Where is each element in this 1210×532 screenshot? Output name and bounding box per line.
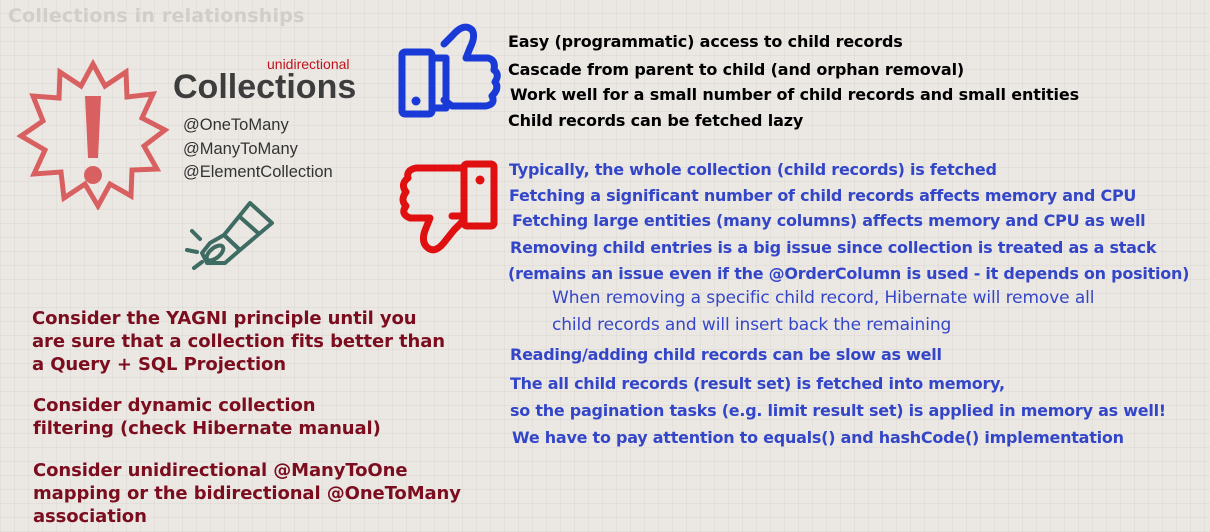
- advice-line: are sure that a collection fits better t…: [32, 331, 446, 352]
- con-item: so the pagination tasks (e.g. limit resu…: [510, 401, 1166, 420]
- advice-line: a Query + SQL Projection: [32, 354, 287, 375]
- pro-item: Cascade from parent to child (and orphan…: [508, 60, 965, 79]
- con-item: Fetching large entities (many columns) a…: [512, 211, 1146, 230]
- advice-dynamic-filtering: Consider dynamic collection filtering (c…: [33, 394, 381, 440]
- con-note-line: child records and will insert back the r…: [552, 315, 952, 335]
- advice-mapping: Consider unidirectional @ManyToOne mappi…: [33, 459, 461, 528]
- advice-line: Consider unidirectional @ManyToOne: [33, 460, 408, 481]
- advice-line: filtering (check Hibernate manual): [33, 418, 381, 439]
- unidirectional-label: unidirectional: [267, 56, 350, 72]
- advice-line: association: [33, 506, 147, 527]
- con-item: Typically, the whole collection (child r…: [509, 160, 997, 179]
- con-item: The all child records (result set) is fe…: [510, 374, 1005, 393]
- collections-heading: Collections: [173, 68, 357, 106]
- page-title: Collections in relationships: [8, 5, 305, 27]
- pro-item: Easy (programmatic) access to child reco…: [508, 32, 903, 51]
- annotation-element-collection: @ElementCollection: [183, 163, 333, 181]
- annotation-many-to-many: @ManyToMany: [183, 140, 298, 158]
- pro-item: Child records can be fetched lazy: [508, 111, 804, 130]
- advice-line: Consider the YAGNI principle until you: [32, 308, 417, 329]
- advice-yagni: Consider the YAGNI principle until you a…: [32, 307, 445, 376]
- con-item: We have to pay attention to equals() and…: [512, 428, 1124, 447]
- flashlight-icon: [185, 201, 274, 270]
- pro-item: Work well for a small number of child re…: [510, 85, 1079, 104]
- thumbs-down-icon: [399, 160, 498, 254]
- annotation-one-to-many: @OneToMany: [183, 116, 289, 134]
- con-item: Fetching a significant number of child r…: [509, 186, 1137, 205]
- con-item: (remains an issue even if the @OrderColu…: [508, 264, 1190, 283]
- con-item: Reading/adding child records can be slow…: [510, 345, 942, 364]
- advice-line: mapping or the bidirectional @OneToMany: [33, 483, 461, 504]
- con-item: Removing child entries is a big issue si…: [510, 238, 1157, 257]
- con-note-line: When removing a specific child record, H…: [552, 288, 1095, 308]
- warning-burst-icon: [16, 58, 170, 210]
- thumbs-up-icon: [398, 23, 501, 118]
- advice-line: Consider dynamic collection: [33, 395, 316, 416]
